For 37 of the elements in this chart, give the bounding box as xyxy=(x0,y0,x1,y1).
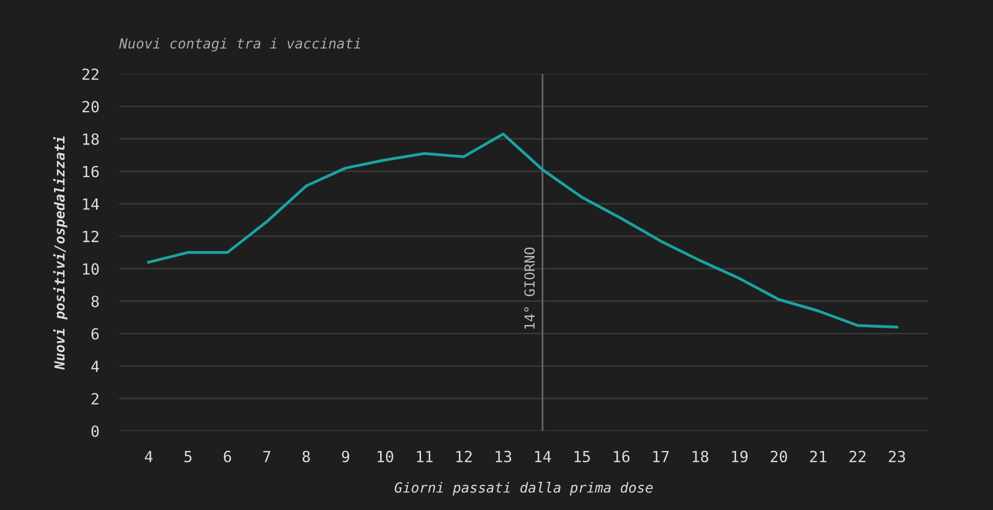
x-tick-label: 17 xyxy=(653,450,669,462)
x-tick-label: 13 xyxy=(496,450,512,462)
x-tick-label: 18 xyxy=(692,450,708,462)
y-tick-label: 12 xyxy=(83,230,98,242)
y-tick-label: 20 xyxy=(82,100,99,112)
y-tick-label: 6 xyxy=(92,328,99,340)
x-tick-label: 16 xyxy=(614,450,630,462)
x-axis-title: Giorni passati dalla prima dose xyxy=(394,482,653,496)
x-tick-label: 9 xyxy=(342,450,350,462)
x-tick-label: 20 xyxy=(770,450,788,462)
x-tick-label: 11 xyxy=(417,450,433,462)
x-tick-label: 10 xyxy=(378,450,394,462)
x-tick-label: 12 xyxy=(456,450,472,462)
chart-title: Nuovi contagi tra i vaccinati xyxy=(119,38,360,52)
x-tick-label: 6 xyxy=(224,450,232,462)
y-tick-label: 4 xyxy=(91,360,99,372)
ref-line-label: 14° GIORNO xyxy=(524,248,535,329)
x-tick-label: 8 xyxy=(302,450,310,462)
x-tick-label: 4 xyxy=(144,450,153,462)
line-series xyxy=(147,132,898,328)
y-tick-label: 8 xyxy=(91,296,99,308)
x-tick-label: 15 xyxy=(574,450,590,462)
y-axis-title: Nuovi positivi/ospedalizzati xyxy=(53,136,68,370)
x-tick-label: 22 xyxy=(850,450,866,462)
y-tick-label: 2 xyxy=(92,393,98,404)
x-tick-label: 7 xyxy=(263,450,270,462)
y-tick-label: 0 xyxy=(92,425,99,438)
x-tick-label: 21 xyxy=(810,450,826,462)
x-tick-label: 14 xyxy=(535,450,551,462)
x-tick-label: 23 xyxy=(888,450,905,462)
y-tick-label: 10 xyxy=(83,263,99,275)
y-tick-label: 22 xyxy=(82,68,98,80)
y-tick-label: 14 xyxy=(83,198,99,210)
y-tick-label: 18 xyxy=(83,133,99,145)
x-tick-label: 5 xyxy=(184,450,192,462)
y-tick-label: 16 xyxy=(83,166,99,178)
x-tick-label: 19 xyxy=(732,450,748,462)
